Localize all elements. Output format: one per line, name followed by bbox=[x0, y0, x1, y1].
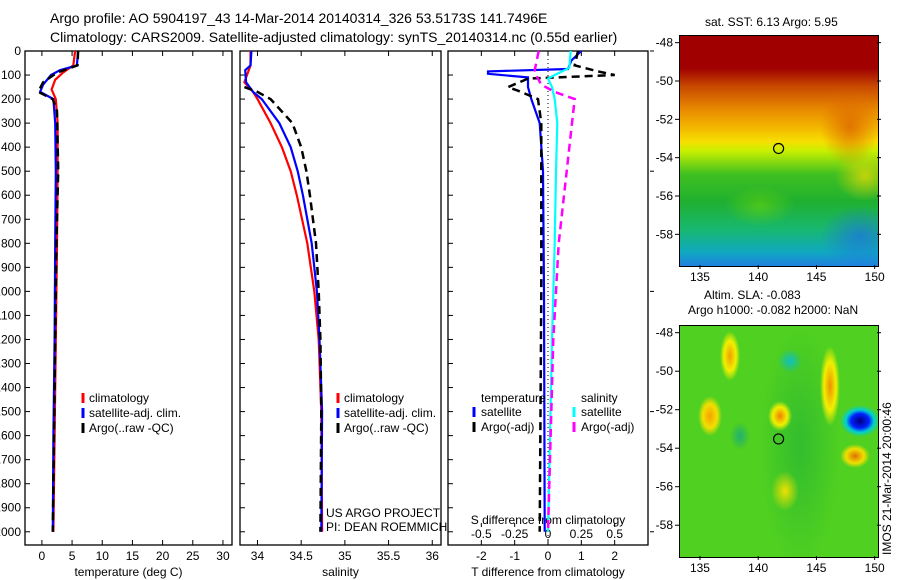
x-axis-label: T difference from climatology bbox=[471, 565, 625, 579]
y-tick-label: 1700 bbox=[0, 453, 21, 467]
x-tick-label: 15 bbox=[126, 549, 140, 563]
y-tick-label: 2000 bbox=[0, 525, 21, 539]
y-tick-label: 1600 bbox=[0, 429, 21, 443]
profile-title: Argo profile: AO 5904197_43 14-Mar-2014 … bbox=[50, 10, 548, 26]
y-tick-label: 0 bbox=[14, 44, 21, 58]
legend-header: temperature bbox=[481, 391, 546, 405]
lon-tick-label: 135 bbox=[690, 270, 710, 284]
argo-position-marker bbox=[772, 142, 785, 155]
legend-header: salinity bbox=[581, 391, 618, 405]
x-tick-label: 25 bbox=[186, 549, 200, 563]
x-tick-label: 20 bbox=[156, 549, 170, 563]
legend-label: climatology bbox=[89, 391, 149, 405]
lat-tick-label: -52 bbox=[656, 403, 674, 417]
imos-timestamp: IMOS 21-Mar-2014 20:00:46 bbox=[880, 402, 894, 555]
legend-label: satellite bbox=[481, 405, 522, 419]
lat-tick-label: -56 bbox=[656, 189, 674, 203]
x-tick-label: -2 bbox=[476, 549, 487, 563]
series-line-difference-2 bbox=[546, 50, 572, 532]
y-tick-label: 1400 bbox=[0, 381, 21, 395]
lat-tick-label: -48 bbox=[656, 36, 674, 50]
lat-tick-label: -58 bbox=[656, 518, 674, 532]
legend-label: satellite-adj. clim. bbox=[89, 406, 181, 420]
lon-tick-label: 140 bbox=[748, 561, 768, 575]
lon-tick-label: 150 bbox=[865, 561, 885, 575]
x-tick-label: 34 bbox=[251, 549, 265, 563]
x-tick-label: 34.5 bbox=[289, 549, 313, 563]
y-tick-label: 1900 bbox=[0, 501, 21, 515]
argo-height-title: Argo h1000: -0.082 h2000: NaN bbox=[688, 303, 859, 317]
legend-label: Argo(-adj) bbox=[581, 420, 634, 434]
legend-label: Argo(..raw -QC) bbox=[344, 421, 429, 435]
y-tick-label: 1000 bbox=[0, 284, 21, 298]
s-tick-label: 0.25 bbox=[570, 527, 594, 541]
legend-label: satellite-adj. clim. bbox=[344, 406, 436, 420]
y-tick-label: 1500 bbox=[0, 405, 21, 419]
x-tick-label: -1 bbox=[509, 549, 520, 563]
s-tick-label: -0.5 bbox=[471, 527, 492, 541]
y-tick-label: 100 bbox=[1, 68, 21, 82]
climatology-title: Climatology: CARS2009. Satellite-adjuste… bbox=[50, 29, 618, 45]
x-tick-label: 35 bbox=[338, 549, 352, 563]
lat-tick-label: -48 bbox=[656, 326, 674, 340]
legend-label: climatology bbox=[344, 391, 404, 405]
x-tick-label: 10 bbox=[96, 549, 110, 563]
lat-tick-label: -50 bbox=[656, 364, 674, 378]
project-annotation: US ARGO PROJECT bbox=[326, 506, 441, 520]
x-tick-label: 0 bbox=[39, 549, 46, 563]
y-tick-label: 1300 bbox=[0, 357, 21, 371]
y-tick-label: 600 bbox=[1, 188, 21, 202]
lat-tick-label: -52 bbox=[656, 112, 674, 126]
lon-tick-label: 135 bbox=[690, 561, 710, 575]
project-annotation: PI: DEAN ROEMMICH bbox=[326, 520, 447, 534]
s-tick-label: -0.25 bbox=[501, 527, 529, 541]
x-tick-label: 2 bbox=[611, 549, 618, 563]
plot-frame-salinity bbox=[239, 50, 442, 546]
y-tick-label: 800 bbox=[1, 236, 21, 250]
x-tick-label: 5 bbox=[69, 549, 76, 563]
sla-map-title: Altim. SLA: -0.083 bbox=[704, 288, 801, 302]
y-tick-label: 700 bbox=[1, 212, 21, 226]
y-tick-label: 1800 bbox=[0, 477, 21, 491]
lon-tick-label: 150 bbox=[865, 270, 885, 284]
legend-label: satellite bbox=[581, 405, 622, 419]
legend-label: Argo(..raw -QC) bbox=[89, 421, 174, 435]
sla-map bbox=[679, 325, 879, 558]
lat-tick-label: -54 bbox=[656, 441, 674, 455]
x-tick-label: 30 bbox=[216, 549, 230, 563]
y-tick-label: 900 bbox=[1, 260, 21, 274]
y-tick-label: 300 bbox=[1, 116, 21, 130]
y-tick-label: 1200 bbox=[0, 332, 21, 346]
series-line-salinity-2 bbox=[243, 85, 323, 532]
sst-map-title: sat. SST: 6.13 Argo: 5.95 bbox=[705, 15, 838, 29]
lon-tick-label: 145 bbox=[806, 561, 826, 575]
sst-map bbox=[679, 35, 879, 267]
y-tick-label: 400 bbox=[1, 140, 21, 154]
y-tick-label: 500 bbox=[1, 164, 21, 178]
lat-tick-label: -54 bbox=[656, 151, 674, 165]
lat-tick-label: -50 bbox=[656, 74, 674, 88]
x-tick-label: 0 bbox=[545, 549, 552, 563]
lat-tick-label: -56 bbox=[656, 480, 674, 494]
series-line-difference-3 bbox=[533, 50, 577, 532]
s-tick-label: 0 bbox=[545, 527, 552, 541]
y-tick-label: 200 bbox=[1, 92, 21, 106]
lat-tick-label: -58 bbox=[656, 227, 674, 241]
lon-tick-label: 145 bbox=[806, 270, 826, 284]
x-tick-label: 1 bbox=[578, 549, 585, 563]
lon-tick-label: 140 bbox=[748, 270, 768, 284]
x-tick-label: 35.5 bbox=[377, 549, 401, 563]
legend-label: Argo(-adj) bbox=[481, 420, 534, 434]
y-tick-label: 1100 bbox=[0, 308, 21, 322]
series-line-temperature-2 bbox=[36, 50, 80, 532]
s-tick-label: 0.5 bbox=[606, 527, 623, 541]
argo-position-marker bbox=[772, 433, 785, 445]
plot-frame-temperature bbox=[24, 50, 233, 546]
x-tick-label: 36 bbox=[426, 549, 440, 563]
x-axis-label: temperature (deg C) bbox=[74, 565, 182, 579]
series-line-difference-1 bbox=[504, 50, 615, 532]
x-axis-label: salinity bbox=[322, 565, 359, 579]
